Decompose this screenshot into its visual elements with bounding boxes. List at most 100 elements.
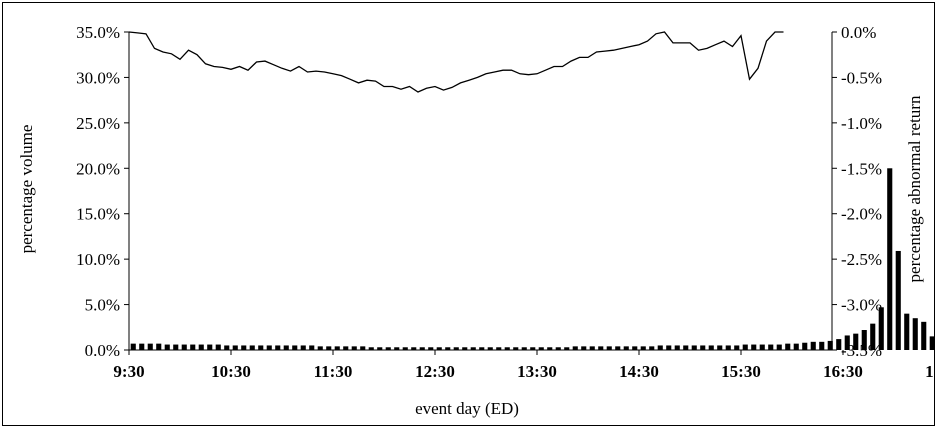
volume-bar — [317, 346, 323, 350]
right-tick-label: -1.5% — [841, 159, 882, 178]
volume-bar — [785, 343, 791, 350]
volume-bar — [929, 336, 935, 350]
volume-bar — [147, 343, 153, 350]
x-tick-label: 15:30 — [721, 362, 761, 381]
volume-bar — [717, 345, 723, 350]
left-tick-label: 10.0% — [76, 250, 120, 269]
right-tick-label: 0.0% — [841, 23, 876, 42]
volume-bar — [878, 307, 884, 350]
volume-bar — [411, 347, 417, 350]
volume-bar — [173, 344, 179, 350]
left-tick-label: 5.0% — [85, 296, 120, 315]
volume-bar — [853, 333, 859, 350]
volume-bar — [921, 321, 927, 350]
x-tick-label: 10:30 — [211, 362, 251, 381]
volume-bar — [198, 344, 204, 350]
right-tick-label: -2.0% — [841, 205, 882, 224]
volume-bar — [487, 347, 493, 350]
volume-bar — [725, 345, 731, 350]
volume-bar — [504, 347, 510, 350]
right-axis-ticks: -3.5% -3.0% -2.5% -2.0% -1.5% -1.0% -0.5% 0.0% — [832, 23, 882, 360]
volume-bar — [275, 345, 281, 350]
volume-return-chart: 0.0% 5.0% 10.0% 15.0% 20.0% 25.0% 30.0% 35.0% -… — [17, 23, 939, 418]
right-axis-title: percentage abnormal return — [905, 95, 924, 282]
x-tick-label: 16:30 — [823, 362, 863, 381]
volume-bar — [258, 345, 264, 350]
volume-bar — [326, 346, 332, 350]
volume-bars — [130, 168, 939, 350]
abnormal-return-line — [128, 31, 784, 93]
volume-bar — [351, 346, 357, 350]
volume-bar — [479, 347, 485, 350]
volume-bar — [428, 347, 434, 350]
volume-bar — [521, 347, 527, 350]
volume-bar — [241, 345, 247, 350]
volume-bar — [496, 347, 502, 350]
volume-bar — [623, 346, 629, 350]
x-tick-label: 9:30 — [113, 362, 144, 381]
volume-bar — [300, 345, 306, 350]
volume-bar — [564, 347, 570, 350]
right-tick-label: -1.0% — [841, 114, 882, 133]
volume-bar — [606, 346, 612, 350]
volume-bar — [360, 346, 366, 350]
volume-bar — [844, 335, 850, 350]
volume-bar — [538, 347, 544, 350]
volume-bar — [470, 347, 476, 350]
volume-bar — [861, 330, 867, 350]
volume-bar — [615, 346, 621, 350]
right-tick-label: -3.0% — [841, 296, 882, 315]
volume-bar — [368, 347, 374, 350]
volume-bar — [181, 344, 187, 350]
right-tick-label: -2.5% — [841, 250, 882, 269]
x-tick-label: 12:30 — [415, 362, 455, 381]
volume-bar — [742, 344, 748, 350]
x-axis-ticks: 9:30 10:30 11:30 12:30 13:30 14:30 15:30 16:30 1… — [113, 350, 939, 381]
volume-bar — [598, 346, 604, 350]
volume-bar — [691, 345, 697, 350]
volume-bar — [249, 345, 255, 350]
x-axis-title: event day (ED) — [415, 399, 519, 418]
volume-bar — [139, 343, 145, 350]
volume-bar — [266, 345, 272, 350]
volume-bar — [768, 344, 774, 350]
left-tick-label: 35.0% — [76, 23, 120, 42]
volume-bar — [343, 346, 349, 350]
volume-bar — [572, 346, 578, 350]
volume-bar — [513, 347, 519, 350]
volume-bar — [224, 345, 230, 350]
volume-bar — [793, 343, 799, 350]
volume-bar — [555, 347, 561, 350]
left-tick-label: 25.0% — [76, 114, 120, 133]
x-tick-label: 17:30 — [925, 362, 934, 381]
right-tick-label: -3.5% — [841, 341, 882, 360]
volume-bar — [657, 345, 663, 350]
volume-bar — [751, 344, 757, 350]
volume-bar — [759, 344, 765, 350]
volume-bar — [419, 347, 425, 350]
volume-bar — [164, 344, 170, 350]
left-axis-ticks: 0.0% 5.0% 10.0% 15.0% 20.0% 25.0% 30.0% 35.0% — [76, 23, 129, 360]
volume-bar — [156, 343, 162, 350]
volume-bar — [895, 250, 901, 350]
volume-bar — [589, 346, 595, 350]
x-tick-label: 14:30 — [619, 362, 659, 381]
volume-bar — [776, 344, 782, 350]
volume-bar — [683, 345, 689, 350]
volume-bar — [453, 347, 459, 350]
volume-bar — [649, 346, 655, 350]
x-tick-label: 11:30 — [314, 362, 353, 381]
volume-bar — [674, 345, 680, 350]
volume-bar — [385, 347, 391, 350]
axes — [128, 32, 833, 351]
x-tick-label: 13:30 — [517, 362, 557, 381]
volume-bar — [334, 346, 340, 350]
volume-bar — [215, 344, 221, 350]
volume-bar — [292, 345, 298, 350]
volume-bar — [632, 346, 638, 350]
volume-bar — [836, 339, 842, 350]
volume-bar — [819, 341, 825, 350]
volume-bar — [700, 345, 706, 350]
volume-bar — [309, 345, 315, 350]
